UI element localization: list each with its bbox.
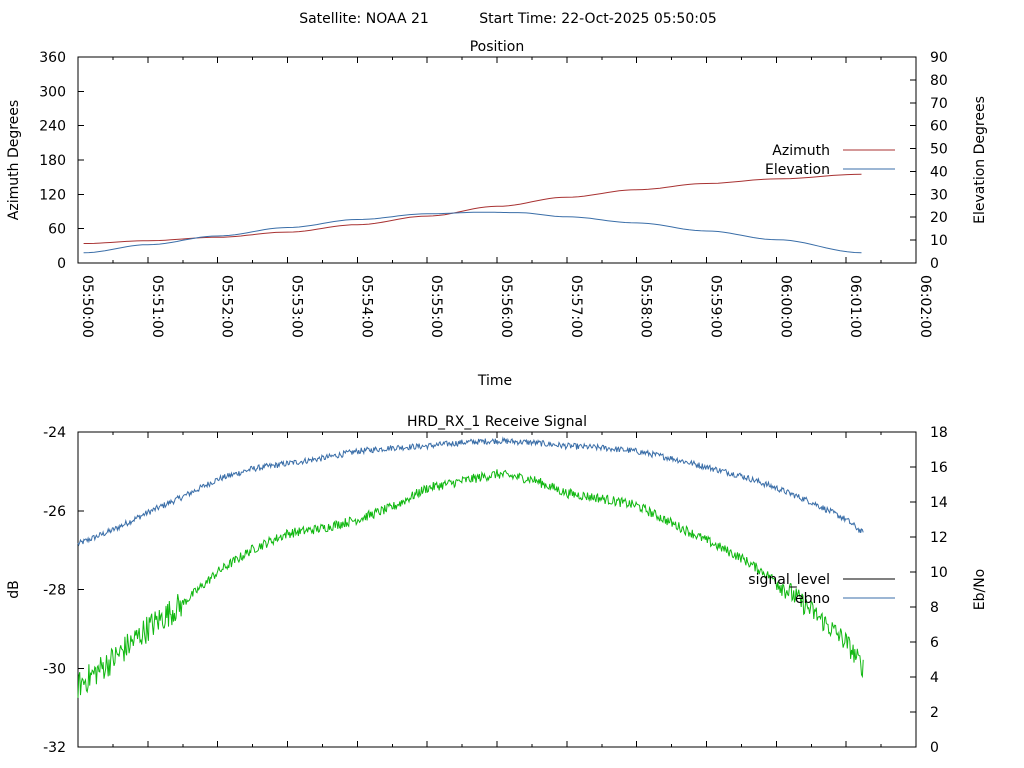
- y2-tick-label: 20: [930, 210, 948, 226]
- plot-title: HRD_RX_1 Receive Signal: [407, 414, 587, 430]
- y-tick-label: 300: [39, 84, 66, 100]
- x-tick-label: 06:01:00: [847, 275, 863, 338]
- y2-tick-label: 4: [930, 670, 939, 686]
- y-tick-label: 120: [39, 187, 66, 203]
- y-axis-label: dB: [6, 580, 22, 599]
- y-tick-label: 0: [57, 256, 66, 272]
- y2-tick-label: 18: [930, 425, 948, 441]
- chart-header-start-time: Start Time: 22-Oct-2025 05:50:05: [479, 11, 717, 27]
- y-tick-label: 360: [39, 50, 66, 66]
- y-tick-label: -28: [43, 583, 66, 599]
- receive-signal-plot: HRD_RX_1 Receive Signal -32 -30 -28 -26 -24 0 2…: [6, 414, 988, 756]
- x-tick-label: 05:50:00: [79, 275, 95, 338]
- legend-label: Azimuth: [772, 143, 830, 159]
- y2-tick-label: 40: [930, 164, 948, 180]
- series-line-ebno: [77, 436, 864, 547]
- x-tick-label: 05:52:00: [219, 275, 235, 338]
- y2-tick-label: 16: [930, 460, 948, 476]
- legend-label: Elevation: [765, 162, 830, 178]
- x-tick-label: 06:00:00: [777, 275, 793, 338]
- x-tick-label: 05:57:00: [568, 275, 584, 338]
- y-tick-label: 240: [39, 119, 66, 135]
- x-tick-label: 05:59:00: [708, 275, 724, 338]
- y2-tick-label: 50: [930, 142, 948, 158]
- y-tick-label: -30: [43, 661, 66, 677]
- y-tick-label: 60: [48, 222, 66, 238]
- y2-tick-label: 0: [930, 740, 939, 756]
- y2-tick-label: 12: [930, 530, 948, 546]
- series-line-trace-2: [77, 469, 864, 698]
- plot-frame: [77, 56, 917, 264]
- series-line-azimuth: [83, 173, 862, 244]
- y-axis-label: Azimuth Degrees: [6, 100, 22, 220]
- y2-tick-label: 80: [930, 73, 948, 89]
- x-tick-label: 05:58:00: [638, 275, 654, 338]
- x-tick-label: 05:54:00: [358, 275, 374, 338]
- y2-axis-label: Elevation Degrees: [972, 96, 988, 224]
- x-tick-label: 05:51:00: [149, 275, 165, 338]
- y-tick-label: -26: [43, 504, 66, 520]
- y2-axis-label: Eb/No: [972, 569, 988, 611]
- y2-tick-label: 2: [930, 705, 939, 721]
- legend-label: signal_level: [748, 572, 830, 588]
- y2-tick-label: 8: [930, 600, 939, 616]
- y2-tick-label: 70: [930, 96, 948, 112]
- y2-tick-label: 0: [930, 256, 939, 272]
- position-plot: Position 0 60 120 180 240 300 360 0 10 20 30 40 50 60 7…: [6, 39, 988, 389]
- y2-tick-label: 6: [930, 635, 939, 651]
- y2-tick-label: 60: [930, 119, 948, 135]
- x-tick-label: 05:56:00: [498, 275, 514, 338]
- x-tick-label: 05:55:00: [428, 275, 444, 338]
- plot-title: Position: [470, 39, 525, 55]
- y2-tick-label: 30: [930, 187, 948, 203]
- y-tick-label: -32: [43, 740, 66, 756]
- chart-header-satellite: Satellite: NOAA 21: [299, 11, 429, 27]
- y2-tick-label: 14: [930, 495, 948, 511]
- legend-label: ebno: [795, 591, 830, 607]
- y2-tick-label: 90: [930, 50, 948, 66]
- x-tick-label: 05:53:00: [289, 275, 305, 338]
- y2-tick-label: 10: [930, 233, 948, 249]
- y-tick-label: 180: [39, 153, 66, 169]
- x-axis-label: Time: [477, 373, 512, 389]
- series-line-elevation: [83, 211, 862, 254]
- y-tick-label: -24: [43, 425, 66, 441]
- x-tick-label: 06:02:00: [917, 275, 933, 338]
- plot-frame: [77, 431, 917, 748]
- y2-tick-label: 10: [930, 565, 948, 581]
